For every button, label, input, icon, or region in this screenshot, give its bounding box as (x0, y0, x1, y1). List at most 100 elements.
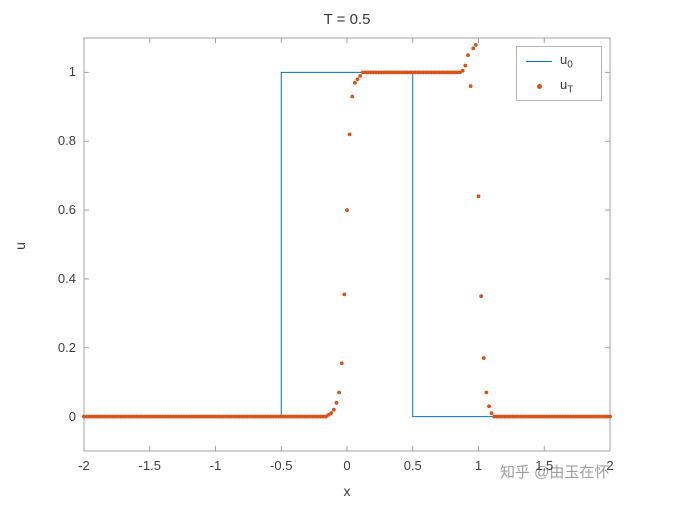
uT-point (118, 414, 123, 419)
uT-point (495, 414, 499, 419)
uT-point (276, 414, 281, 419)
uT-point (168, 414, 173, 419)
uT-point (129, 414, 134, 419)
uT-point (218, 414, 223, 419)
uT-point (526, 414, 531, 419)
uT-point (439, 70, 444, 75)
uT-point (139, 414, 144, 419)
uT-point (468, 84, 473, 89)
uT-point (484, 390, 489, 395)
uT-point (310, 414, 315, 419)
uT-point (434, 70, 439, 75)
uT-point (594, 414, 599, 419)
legend-entry-uT: uT (517, 74, 601, 99)
uT-point (213, 414, 218, 419)
uT-point (239, 414, 244, 419)
uT-point (352, 80, 357, 85)
uT-point (234, 414, 239, 419)
uT-point (203, 414, 207, 419)
uT-point (313, 414, 318, 419)
uT-point (602, 414, 607, 419)
y-tick-label: 0.8 (57, 133, 76, 149)
uT-point (584, 414, 589, 419)
uT-point (221, 414, 226, 419)
uT-point (487, 404, 491, 409)
uT-point (305, 414, 310, 419)
uT-point (555, 414, 560, 419)
uT-point (321, 414, 326, 419)
uT-point (200, 414, 205, 419)
uT-point (287, 414, 292, 419)
uT-point (573, 414, 578, 419)
y-tick-label: 1 (68, 64, 76, 80)
uT-point (366, 70, 370, 75)
uT-point (426, 70, 431, 75)
uT-point (224, 414, 228, 419)
uT-point (205, 414, 210, 419)
uT-point (208, 414, 213, 419)
uT-point (216, 414, 221, 419)
uT-point (339, 361, 344, 366)
u0-step-line (84, 71, 610, 418)
uT-point (113, 414, 118, 419)
uT-point (400, 70, 405, 75)
uT-point (534, 414, 539, 419)
uT-point (605, 414, 610, 419)
uT-point (258, 414, 263, 419)
uT-point (392, 70, 397, 75)
uT-point (84, 414, 89, 419)
uT-point (82, 414, 86, 419)
uT-point (563, 414, 568, 419)
uT-point (397, 70, 402, 75)
uT-point (360, 70, 365, 75)
uT-point (250, 414, 255, 419)
legend: u0 uT (516, 46, 602, 101)
x-tick-label: 1 (474, 458, 483, 473)
uT-point (376, 70, 381, 75)
uT-point (600, 414, 605, 419)
uT-point (387, 70, 391, 75)
uT-point (379, 70, 384, 75)
uT-point (476, 194, 481, 199)
uT-point (189, 414, 194, 419)
uT-point (89, 414, 94, 419)
uT-point (363, 70, 368, 75)
uT-point (529, 414, 533, 419)
uT-point (523, 414, 528, 419)
uT-point (489, 411, 494, 416)
uT-point (350, 94, 355, 99)
u0-sample-area (525, 60, 553, 62)
uT-point (260, 414, 265, 419)
uT-point (481, 356, 486, 360)
uT-point (471, 46, 476, 51)
uT-point (274, 414, 278, 419)
uT-dot-sample-icon (536, 83, 542, 89)
uT-point (176, 414, 181, 419)
uT-point (334, 400, 339, 405)
uT-point (297, 414, 302, 419)
uT-point (232, 414, 236, 419)
uT-point (103, 414, 107, 419)
y-tick-label: 0.4 (57, 270, 76, 286)
uT-point (153, 414, 157, 419)
uT-point (111, 414, 115, 419)
y-tick-label: 0.6 (57, 202, 76, 218)
uT-point (592, 414, 597, 419)
uT-point (416, 70, 420, 75)
uT-point (445, 70, 449, 75)
uT-point (589, 414, 594, 419)
uT-point (537, 414, 541, 419)
uT-point (460, 68, 465, 73)
uT-point (255, 414, 260, 419)
x-tick-label: 1.5 (535, 458, 554, 473)
uT-point (145, 414, 150, 419)
uT-point (405, 70, 410, 75)
uT-point (410, 70, 415, 75)
uT-point (558, 414, 562, 419)
uT-point (542, 414, 547, 419)
x-tick-label: 0 (343, 458, 351, 473)
uT-point (195, 414, 199, 419)
uT-point (560, 414, 565, 419)
uT-point (331, 407, 336, 412)
legend-label-uT: uT (560, 76, 574, 96)
